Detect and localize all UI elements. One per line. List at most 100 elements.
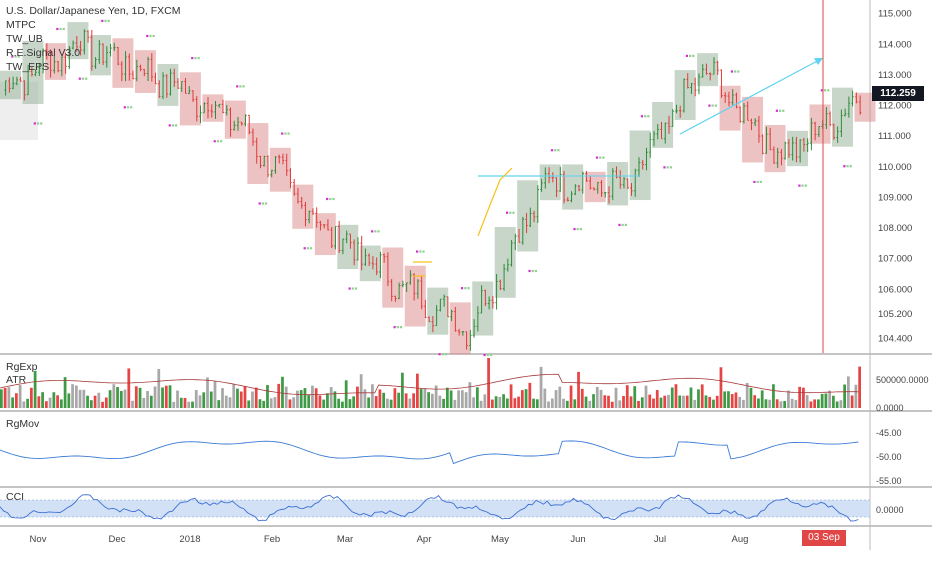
volume-bar (595, 386, 599, 408)
symbol-title[interactable]: U.S. Dollar/Japanese Yen, 1D, FXCM (6, 5, 181, 17)
volume-bar (659, 397, 663, 408)
volume-bar (93, 395, 97, 408)
volume-bar (730, 394, 734, 408)
range-box (674, 70, 696, 121)
sub-axis-label: -55.00 (876, 476, 902, 486)
volume-bar (693, 399, 697, 408)
volume-bar (453, 399, 457, 408)
trend-line[interactable] (679, 57, 824, 135)
signal-dot (689, 54, 692, 57)
volume-bar (314, 388, 318, 408)
volume-bar (161, 387, 164, 408)
signal-dot (779, 109, 782, 112)
signal-dot (505, 211, 509, 214)
signal-dot (40, 122, 43, 125)
range-box (787, 130, 809, 167)
signal-dot (576, 227, 579, 231)
volume-bar (464, 392, 468, 408)
signal-dot (326, 197, 329, 201)
volume-bar (127, 368, 131, 408)
signal-dot (416, 250, 419, 253)
signal-dot (62, 27, 65, 31)
signal-dot (753, 180, 756, 184)
atr-label[interactable]: ATR (6, 374, 27, 386)
range-box (404, 265, 426, 327)
indicator-re-signal[interactable]: R.E.Signal V3.0 (6, 47, 81, 59)
chart-canvas[interactable]: 115.000 114.000 113.000 112.000 111.000 110.0… (0, 0, 932, 550)
signal-dot (56, 27, 59, 31)
volume-bar (847, 376, 850, 408)
volume-bar (460, 390, 464, 408)
signal-dot (216, 140, 220, 143)
signal-dot (194, 56, 197, 60)
range-box (494, 226, 516, 298)
indicator-tw-ub[interactable]: TW_UB (6, 33, 43, 45)
signal-dot (685, 54, 689, 57)
volume-bar (442, 398, 445, 408)
volume-bar (749, 387, 753, 408)
volume-bar (431, 393, 434, 408)
volume-bar (344, 380, 348, 408)
volume-bar (71, 384, 74, 408)
signal-dot (464, 287, 467, 290)
crosshair-date-tag: 03 Sep '18 (802, 530, 846, 559)
price-tick-label: 108.000 (878, 223, 912, 234)
range-box (337, 224, 359, 270)
indicator-tw-eps[interactable]: TW_EPS (6, 61, 50, 73)
volume-bar (629, 396, 633, 408)
signal-dot (197, 56, 200, 60)
range-box (562, 164, 584, 210)
volume-bar (52, 392, 56, 408)
volume-bar (790, 398, 794, 408)
signal-dot (281, 132, 284, 135)
time-tick-label: Jun (570, 534, 585, 545)
volume-bar (86, 395, 89, 408)
rgexp-label[interactable]: RgExp (6, 361, 38, 373)
indicator-mtpc[interactable]: MTPC (6, 19, 36, 31)
volume-bar (168, 385, 172, 408)
time-tick-label: May (491, 534, 509, 545)
volume-bar (254, 387, 258, 408)
volume-bar (74, 385, 78, 408)
volume-bar (123, 389, 127, 408)
signal-dot (284, 132, 287, 135)
time-tick-label: Dec (109, 534, 126, 545)
volume-bar (397, 392, 401, 408)
cci-label[interactable]: CCI (6, 491, 25, 503)
volume-bar (772, 384, 775, 408)
signal-dot (239, 85, 242, 88)
volume-bar (577, 371, 580, 408)
volume-bar (663, 395, 667, 408)
sub-axis-label: 500000.0000 (876, 375, 929, 385)
volume-bar (622, 396, 625, 408)
trend-arrow-icon (814, 58, 823, 65)
volume-bar (412, 393, 416, 408)
volume-bar (329, 387, 333, 408)
signal-dots (11, 19, 852, 357)
time-axis[interactable]: Nov Dec 2018 Feb Mar Apr May Jun Jul Aug (30, 534, 749, 545)
signal-dot (393, 326, 396, 329)
volume-bar (348, 399, 352, 408)
sub-axis-label: -45.00 (876, 428, 902, 438)
signal-dot (666, 166, 669, 169)
volume-bar (517, 396, 520, 408)
rgmov-label[interactable]: RgMov (6, 418, 40, 430)
volume-bar (712, 399, 715, 408)
range-box (247, 123, 269, 185)
volume-bar (509, 384, 513, 408)
signal-dot (242, 85, 245, 88)
volume-bar (374, 396, 378, 408)
signal-dot (175, 124, 178, 127)
time-tick-label: Apr (417, 534, 432, 545)
signal-dot (149, 34, 152, 38)
volume-bar (352, 396, 356, 408)
volume-bar (172, 401, 176, 408)
volume-bar (618, 400, 622, 408)
volume-bar (386, 398, 389, 408)
volume-bar (708, 397, 712, 408)
volume-bar (131, 400, 134, 408)
price-axis[interactable]: 115.000 114.000 113.000 112.000 111.000 110.0… (878, 9, 912, 345)
signal-dot (804, 184, 807, 187)
signal-dot (14, 55, 17, 58)
